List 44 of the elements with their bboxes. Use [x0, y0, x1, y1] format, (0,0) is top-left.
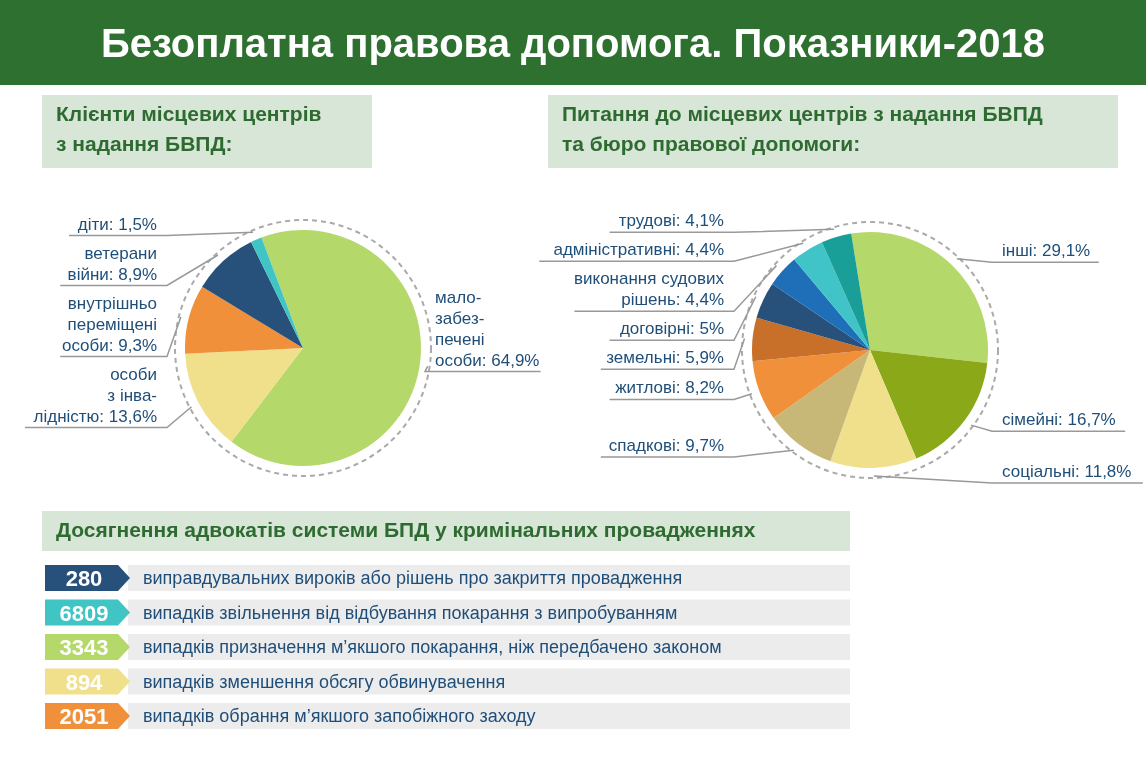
pie-slice [772, 259, 870, 350]
pie-slice [185, 286, 303, 354]
pie-slice [830, 350, 917, 468]
pie-slice [773, 350, 870, 462]
chart-title: Безоплатна правова допомога. Показники-2018 [100, 21, 1046, 65]
pie-slice [251, 237, 303, 348]
slice-label: інші: 29,1% [1002, 241, 1091, 261]
slice-label: земельні: 5,9% [606, 348, 724, 368]
data-label: 280 [65, 566, 103, 591]
data-label: 3343 [59, 635, 109, 660]
pie-slice [870, 350, 988, 459]
slice-label: соціальні: 11,8% [1002, 461, 1132, 481]
category-label: випадків зменшення обсягу обвинувачення [143, 671, 506, 692]
category-label: випадків звільнення від відбування покарання з випробуванням [143, 602, 678, 623]
slice-label: договірні: 5% [619, 319, 724, 339]
category-label: виправдувальних вироків або рішень про закриття провадження [143, 568, 683, 588]
data-label: 2051 [59, 704, 109, 729]
text: Досягнення адвокатів системи БПД у кримінальних провадженнях [56, 518, 756, 541]
pie-slice [851, 232, 988, 364]
pie-slice [756, 283, 870, 350]
data-label: 894 [65, 669, 104, 695]
category-label: випадків призначення м’якшого покарання, ніж передбачено законом [143, 637, 722, 657]
slice-label: внутрішньо переміщені особи: 9,3% [61, 293, 157, 355]
pie-slice [185, 348, 303, 442]
chart-subtitle: Клієнти місцевих центрів з надання БВПД: [56, 102, 322, 155]
pie-slice [202, 242, 303, 348]
slice-label: ветерани війни: 8,9% [67, 243, 157, 284]
slice-label: спадкові: 9,7% [608, 435, 724, 455]
pie-slice [794, 242, 870, 350]
slice-label: особи з інва- лідністю: 13,6% [33, 364, 157, 426]
slice-label: сімейні: 16,7% [1002, 410, 1116, 430]
pie-slice [752, 317, 870, 362]
slice-label: мало- забез- печені особи: 64,9% [435, 287, 540, 370]
pie-slice [821, 233, 870, 350]
pie-slice [752, 350, 870, 418]
slice-label: діти: 1,5% [77, 214, 157, 234]
slice-label: житлові: 8,2% [615, 378, 724, 398]
pie-slice [231, 230, 421, 466]
slice-label: адміністративні: 4,4% [553, 240, 724, 260]
slice-label: трудові: 4,1% [618, 211, 724, 231]
data-label: 6809 [59, 600, 109, 626]
slice-label: виконання судових рішень: 4,4% [574, 269, 725, 310]
category-label: випадків обрання м’якшого запобіжного заходу [143, 706, 536, 726]
chart-title: Питання до місцевих центрів з надання БВПД та бюро правової допомоги: [562, 102, 1043, 155]
